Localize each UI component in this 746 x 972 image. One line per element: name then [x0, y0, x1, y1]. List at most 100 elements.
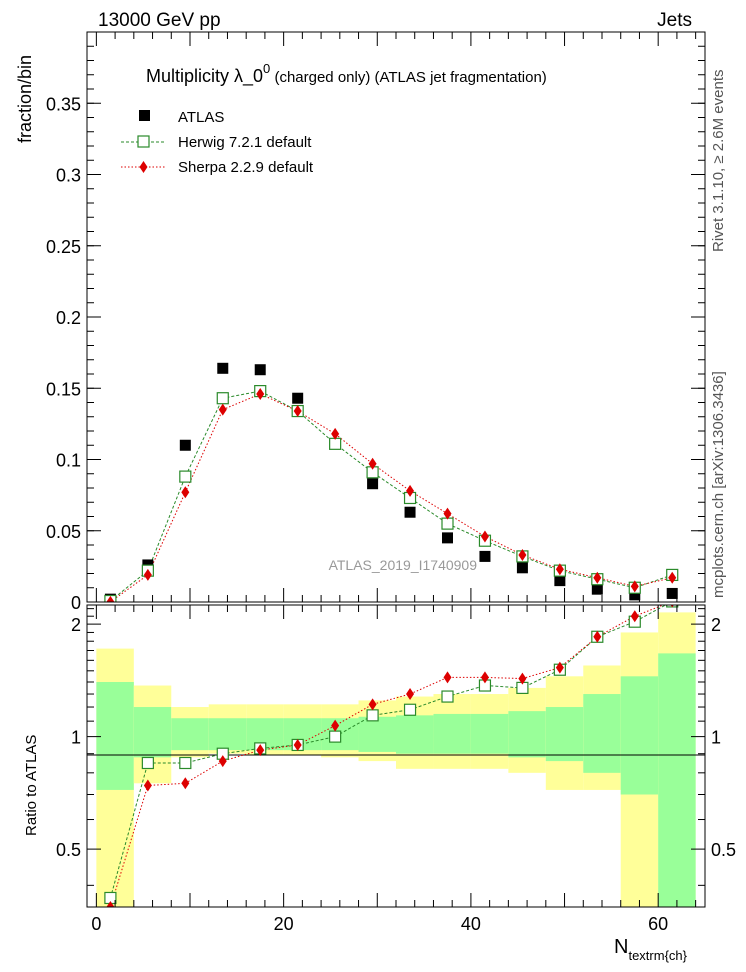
chart-title-rest: (charged only) (ATLAS jet fragmentation) [270, 69, 547, 86]
y-tick-label: 0.15 [46, 379, 81, 399]
x-tick-label: 40 [461, 914, 481, 934]
y-tick-label: 0.25 [46, 237, 81, 257]
x-tick-label: 20 [274, 914, 294, 934]
x-axis-label-subscript: textrm{ch} [628, 948, 687, 963]
legend-label-herwig: Herwig 7.2.1 default [178, 134, 312, 151]
uncertainty-band-green [208, 718, 247, 751]
legend-label-atlas: ATLAS [178, 109, 224, 126]
ratio-line-sherpa [109, 605, 665, 907]
ratio-axis-ticks: 0 20 40 60 0.5 0.5 1 1 2 2 [56, 605, 736, 934]
ratio-sherpa-point [143, 779, 152, 792]
sherpa-point [368, 457, 377, 470]
header-jets-label: Jets [657, 10, 692, 31]
y-tick-label: 0.3 [56, 166, 81, 186]
ratio-series-markers [104, 605, 679, 907]
uncertainty-band-green [396, 715, 434, 754]
herwig-point [441, 517, 454, 530]
uncertainty-band-green [620, 676, 659, 795]
herwig-point [216, 392, 229, 405]
legend: ATLAS Herwig 7.2.1 default Sherpa 2.2.9 … [121, 109, 314, 176]
uncertainty-band-green [133, 707, 172, 758]
x-tick-label: 60 [648, 914, 668, 934]
atlas-data-point [554, 575, 566, 587]
analysis-watermark: ATLAS_2019_I1740909 [329, 557, 478, 573]
ratio-herwig-point [141, 756, 154, 770]
ratio-herwig-point [366, 709, 379, 722]
sherpa-point [218, 403, 227, 416]
ratio-tick-label: 2 [71, 615, 81, 635]
sherpa-point [480, 530, 489, 543]
uncertainty-band-green [658, 653, 696, 907]
series-line-sherpa [110, 393, 673, 603]
atlas-data-point [666, 587, 678, 599]
ratio-herwig-point [441, 690, 454, 703]
ratio-sherpa-point [443, 671, 452, 684]
sherpa-point [293, 405, 302, 418]
sherpa-point [406, 484, 415, 497]
uncertainty-band-green [545, 707, 584, 762]
ratio-sherpa-point [106, 901, 115, 907]
ratio-tick-label: 1 [71, 728, 81, 748]
main-panel: 0 0.05 0.1 0.15 0.2 0.25 0.3 0.35 [46, 31, 706, 613]
ratio-herwig-point [403, 703, 417, 716]
ratio-sherpa-point [218, 755, 227, 768]
ratio-tick-label-right: 0.5 [711, 840, 736, 860]
legend-marker-herwig [137, 135, 150, 148]
ratio-sherpa-point [480, 671, 489, 684]
uncertainty-band-green [96, 682, 134, 790]
atlas-data-point [591, 583, 603, 595]
sherpa-point [518, 548, 527, 561]
sherpa-point [443, 507, 452, 520]
uncertainty-band-green [583, 694, 621, 773]
ratio-sherpa-point [331, 719, 340, 732]
atlas-data-point [516, 562, 528, 574]
uncertainty-band-green [358, 716, 396, 752]
ratio-y-axis-label: Ratio to ATLAS [23, 735, 40, 836]
sherpa-point [106, 595, 115, 602]
mcplots-label: mcplots.cern.ch [arXiv:1306.3436] [710, 371, 727, 598]
sherpa-point [593, 571, 602, 584]
sherpa-point [331, 427, 340, 440]
sherpa-point [143, 568, 152, 581]
atlas-data-point [292, 392, 304, 404]
ratio-sherpa-point [256, 744, 265, 757]
ratio-frame [86, 604, 706, 908]
chart-title-superscript: 0 [263, 61, 270, 76]
atlas-data-point [442, 532, 453, 544]
header-energy-label: 13000 GeV pp [98, 10, 221, 31]
atlas-data-point [254, 364, 266, 376]
herwig-point [329, 437, 342, 450]
uncertainty-band-green [470, 713, 509, 754]
ratio-sherpa-point [670, 605, 674, 608]
ratio-herwig-point [329, 730, 342, 743]
ratio-sherpa-point [406, 688, 415, 701]
series-line-herwig [110, 390, 673, 602]
ratio-sherpa-point [593, 630, 602, 643]
ratio-tick-label-right: 1 [711, 728, 721, 748]
herwig-point [179, 470, 192, 483]
chart-title-main: Multiplicity λ_0 [146, 66, 263, 87]
ratio-sherpa-point [181, 777, 190, 790]
x-axis-label: Ntextrm{ch} [614, 936, 688, 963]
sherpa-point [181, 486, 190, 499]
chart-title: Multiplicity λ_00 (charged only) (ATLAS … [146, 61, 547, 87]
y-tick-label: 0.2 [56, 308, 81, 328]
rivet-version-label: Rivet 3.1.10, ≥ 2.6M events [710, 70, 727, 253]
sherpa-point [668, 571, 677, 584]
uncertainty-band-green [433, 713, 471, 754]
legend-label-sherpa: Sherpa 2.2.9 default [178, 159, 314, 176]
atlas-data-point [629, 589, 641, 601]
sherpa-point [256, 387, 265, 400]
ratio-tick-label: 0.5 [56, 840, 81, 860]
ratio-panel: 0 20 40 60 0.5 0.5 1 1 2 2 [56, 604, 736, 934]
ratio-tick-label-right: 2 [711, 615, 721, 635]
atlas-data-point [404, 506, 416, 518]
ratio-sherpa-point [518, 672, 527, 685]
ratio-herwig-point [179, 756, 192, 770]
sherpa-point [555, 563, 564, 576]
main-series-lines [110, 390, 673, 603]
ratio-sherpa-point [293, 738, 302, 751]
main-frame [86, 31, 706, 603]
y-tick-label: 0 [71, 593, 81, 613]
